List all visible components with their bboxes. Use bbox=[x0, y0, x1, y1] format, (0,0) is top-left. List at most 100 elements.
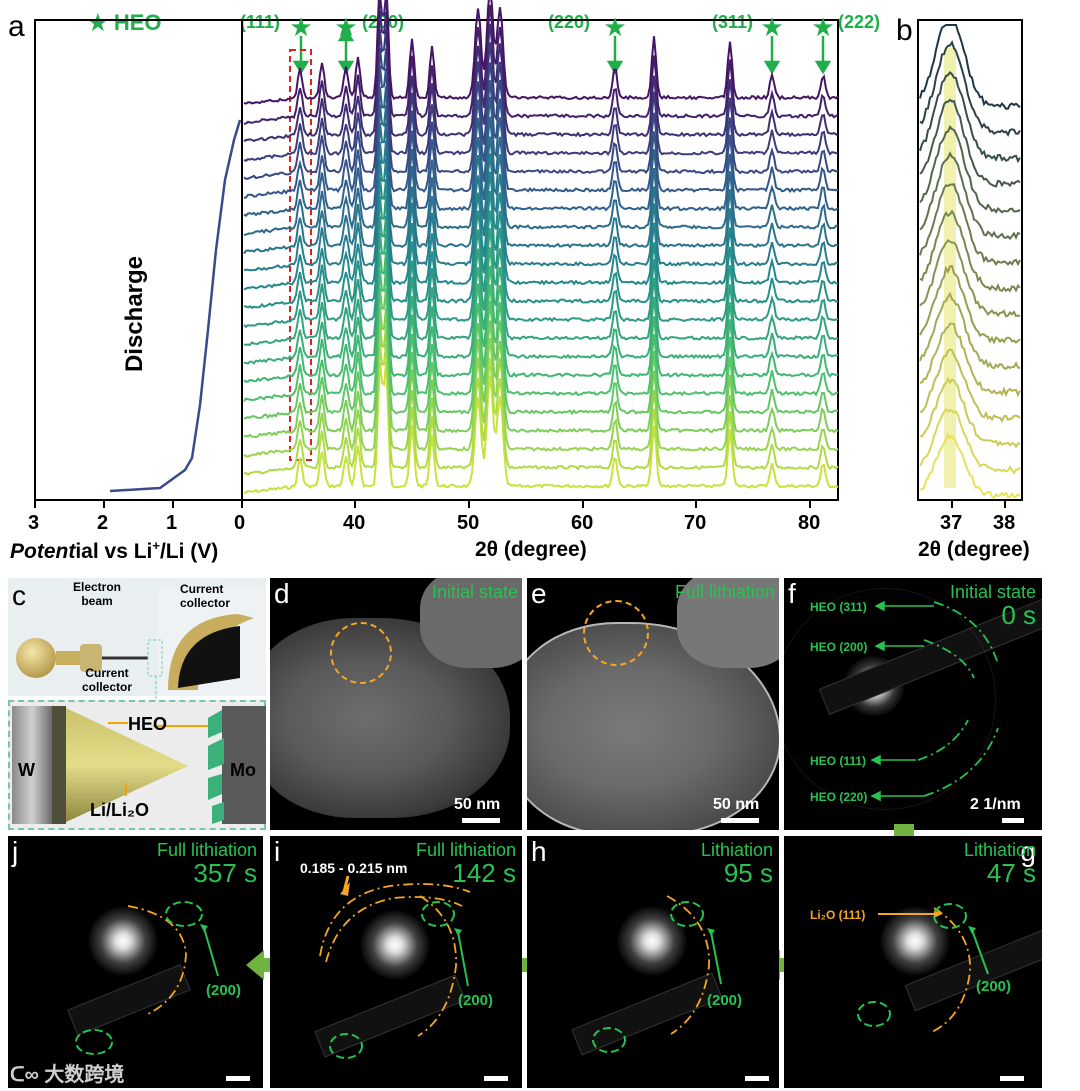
xrd-trace bbox=[243, 177, 839, 309]
panel-j-spot-label: (200) bbox=[206, 982, 242, 999]
panel-a-label: a bbox=[8, 10, 25, 43]
b-trace bbox=[919, 183, 1021, 267]
xrd-trace bbox=[243, 0, 839, 105]
left-tick-0: 0 bbox=[234, 512, 246, 534]
panel-j: j Full lithiation 357 s (200) bbox=[8, 836, 263, 1088]
xrd-trace bbox=[243, 122, 839, 255]
panel-i: i Full lithiation 142 s 0.185 - 0.215 nm… bbox=[270, 836, 522, 1088]
left-tick-1: 1 bbox=[166, 512, 178, 534]
panel-i-overlay bbox=[319, 875, 471, 1059]
ring-label-311: HEO (311) bbox=[810, 600, 867, 614]
panel-e-title: Full lithiation bbox=[674, 582, 775, 602]
panel-f-title: Initial state bbox=[949, 582, 1036, 602]
b-trace bbox=[919, 377, 1021, 449]
panel-h-scale-bar bbox=[745, 1076, 769, 1081]
b-trace bbox=[919, 265, 1021, 345]
xrd-trace bbox=[243, 343, 839, 477]
panel-h-time: 95 s bbox=[723, 858, 773, 888]
panel-g-title: Lithiation bbox=[963, 840, 1036, 860]
panel-c-label: c bbox=[12, 580, 26, 611]
panel-h: h Lithiation 95 s (200) bbox=[527, 836, 779, 1088]
panel-i-title: Full lithiation bbox=[415, 840, 516, 860]
xrd-trace bbox=[243, 215, 839, 346]
b-trace bbox=[919, 322, 1021, 398]
b-x-title: 2θ (degree) bbox=[918, 538, 1030, 561]
b-trace bbox=[919, 432, 1021, 500]
xrd-trace bbox=[244, 232, 839, 365]
spacing-label: 0.185 - 0.215 nm bbox=[300, 860, 408, 876]
ring-label-200: HEO (200) bbox=[810, 640, 868, 654]
panel-f-scale-label: 2 1/nm bbox=[970, 796, 1021, 813]
heo-label: HEO bbox=[128, 714, 168, 734]
current-collector-top-label: Current collector bbox=[180, 582, 231, 610]
watermark: ᑕ∞ 大数跨境 bbox=[10, 1064, 125, 1086]
panel-f-label: f bbox=[788, 578, 796, 609]
electron-beam-label: Electron beam bbox=[72, 580, 121, 608]
peak-label-111: (111) bbox=[240, 12, 281, 32]
main-x-title: 2θ (degree) bbox=[475, 538, 587, 561]
potential-plot: ★ ★ ★ ★ ★ bbox=[34, 0, 1023, 508]
mo-label: Mo bbox=[230, 760, 256, 780]
panel-f-time: 0 s bbox=[1001, 600, 1036, 630]
main-tick-80: 80 bbox=[798, 512, 821, 534]
li-li2o-label: Li/Li₂O bbox=[90, 800, 149, 820]
svg-text:★: ★ bbox=[811, 13, 834, 43]
panel-e-label: e bbox=[531, 578, 547, 609]
tem-holder-schematic bbox=[12, 588, 266, 824]
panel-j-overlay bbox=[75, 901, 219, 1055]
panel-j-scale-bar bbox=[226, 1076, 250, 1081]
panel-d: d Initial state 50 nm bbox=[270, 578, 522, 830]
b-tick-38: 38 bbox=[993, 512, 1016, 534]
ring-label-220: HEO (220) bbox=[810, 790, 868, 804]
panel-f-scale-bar bbox=[1002, 818, 1024, 823]
b-trace bbox=[919, 98, 1021, 188]
peak-label-222: (222) bbox=[838, 12, 881, 32]
xrd-trace bbox=[244, 361, 839, 494]
panel-d-label: d bbox=[274, 578, 290, 609]
peak-label-220: (220) bbox=[548, 12, 591, 32]
xrd-trace bbox=[243, 158, 839, 291]
panel-h-spot-label: (200) bbox=[707, 992, 743, 1009]
b-trace bbox=[919, 239, 1021, 318]
peak-label-200: (200) bbox=[362, 12, 405, 32]
panel-h-overlay bbox=[592, 895, 722, 1053]
panel-j-time: 357 s bbox=[193, 858, 257, 888]
panel-g: g Lithiation 47 s Li₂O (111) (200) bbox=[784, 836, 1042, 1088]
xrd-trace bbox=[243, 324, 839, 458]
panel-d-scale-bar bbox=[462, 818, 500, 823]
peak-label-311: (311) bbox=[712, 12, 754, 32]
b-trace bbox=[919, 407, 1021, 475]
svg-text:★: ★ bbox=[760, 13, 783, 43]
panel-c: c Electron beam Current collector Curren… bbox=[8, 578, 266, 830]
xrd-trace bbox=[243, 65, 839, 199]
b-trace bbox=[919, 209, 1021, 293]
panel-e: e Full lithiation 50 nm bbox=[527, 578, 779, 830]
main-tick-50: 50 bbox=[457, 512, 480, 534]
panel-g-scale-bar bbox=[1000, 1076, 1024, 1081]
panel-g-label: g bbox=[1020, 836, 1036, 867]
panel-i-label: i bbox=[274, 836, 281, 867]
svg-text:★: ★ bbox=[334, 13, 357, 43]
panel-i-spot-label: (200) bbox=[458, 992, 494, 1009]
xrd-trace bbox=[243, 28, 839, 162]
main-tick-40: 40 bbox=[343, 512, 366, 534]
xrd-trace bbox=[243, 10, 839, 143]
heo-legend: ★ HEO bbox=[88, 10, 162, 35]
b-trace bbox=[919, 71, 1021, 164]
panel-f-overlay bbox=[870, 600, 999, 802]
panel-j-label: j bbox=[12, 836, 19, 867]
panel-e-scale-label: 50 nm bbox=[713, 796, 760, 813]
panel-i-scale-bar bbox=[484, 1076, 508, 1081]
svg-text:★: ★ bbox=[603, 13, 626, 43]
panel-g-overlay bbox=[857, 903, 989, 1033]
b-trace bbox=[919, 291, 1021, 370]
b-trace bbox=[919, 40, 1021, 137]
panel-h-title: Lithiation bbox=[700, 840, 773, 860]
panel-d-scale-label: 50 nm bbox=[454, 796, 501, 813]
panel-b-label: b bbox=[896, 14, 913, 47]
xrd-trace bbox=[243, 287, 839, 420]
panel-e-scale-bar bbox=[721, 818, 759, 823]
discharge-label: Discharge bbox=[121, 255, 148, 373]
ring-label-111: HEO (111) bbox=[810, 754, 867, 768]
panel-g-spot-label: (200) bbox=[976, 978, 1012, 995]
